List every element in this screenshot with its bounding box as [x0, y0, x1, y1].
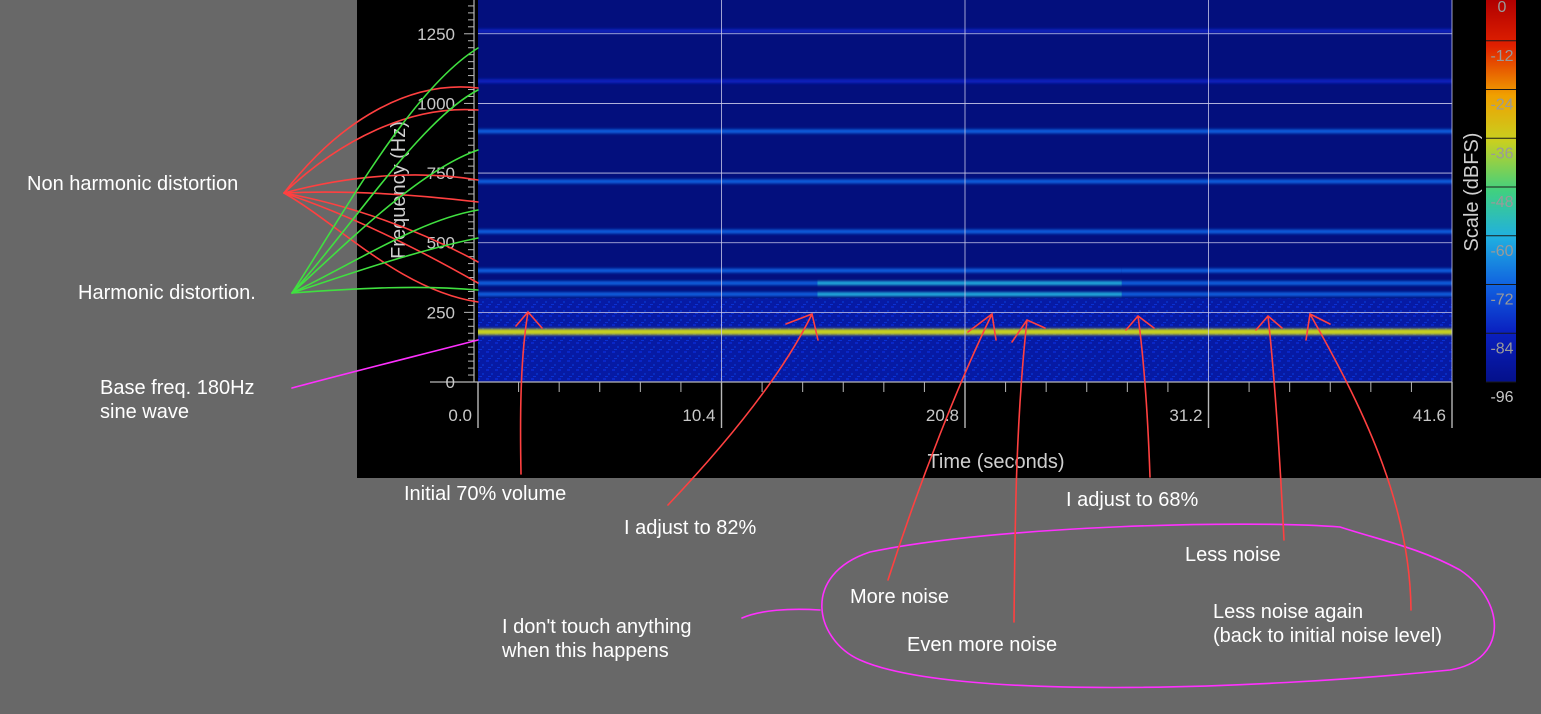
band-400hz-seg-1	[817, 268, 1122, 273]
x-tick-label: 0.0	[448, 406, 472, 425]
colorbar-gradient	[1486, 0, 1516, 382]
non-harmonic-strokes	[283, 86, 479, 303]
colorbar-title: Scale (dBFS)	[1461, 133, 1483, 252]
grid-lines	[478, 0, 1453, 382]
annotation-non-harmonic: Non harmonic distortion	[27, 173, 238, 195]
band-355hz-seg-1	[817, 281, 1122, 286]
annotation-less-noise-again: Less noise again	[1213, 601, 1363, 623]
annotation-adjust-68: I adjust to 68%	[1066, 489, 1199, 511]
y-tick-label: 0	[446, 373, 455, 392]
band-355hz-seg-2	[1121, 281, 1452, 286]
annotation-dont-touch: when this happens	[501, 640, 669, 662]
x-tick-label: 31.2	[1169, 406, 1202, 425]
colorbar-tick-label: -24	[1490, 97, 1513, 114]
plot-area	[478, 0, 1453, 382]
colorbar-tick-label: 0	[1498, 0, 1507, 16]
y-tick-label: 250	[427, 303, 455, 322]
colorbar-tick-label: -36	[1490, 145, 1513, 162]
band-315hz-seg-0	[478, 292, 818, 297]
annotation-even-more-noise: Even more noise	[907, 634, 1057, 656]
annotation-adjust-82: I adjust to 82%	[624, 517, 757, 539]
annotation-base-freq: Base freq. 180Hz	[100, 377, 255, 399]
colorbar-tick-label: -72	[1490, 292, 1513, 309]
arrow-less-noise	[1255, 314, 1285, 541]
annotation-less-noise-again: (back to initial noise level)	[1213, 625, 1442, 647]
colorbar-tick-label: -48	[1490, 194, 1513, 211]
arrow-adjust-68	[1125, 314, 1155, 478]
arrow-more-noise	[887, 312, 997, 581]
y-tick-label: 750	[427, 164, 455, 183]
x-tick-label: 10.4	[682, 406, 715, 425]
annotation-labels: Non harmonic distortion Harmonic distorti…	[27, 173, 1442, 662]
x-tick-label: 20.8	[926, 406, 959, 425]
band-400hz-seg-0	[478, 268, 818, 273]
band-400hz-seg-2	[1121, 268, 1452, 273]
annotation-initial-70: Initial 70% volume	[404, 483, 566, 505]
colorbar-tick-label: -60	[1490, 243, 1513, 260]
colorbar-tick-label: -96	[1490, 389, 1513, 406]
annotation-more-noise: More noise	[850, 586, 949, 608]
x-tick-label: 41.6	[1413, 406, 1446, 425]
band-355hz-seg-0	[478, 281, 818, 286]
arrow-adjust-82	[667, 312, 819, 506]
y-tick-label: 1000	[417, 94, 455, 113]
annotation-harmonic: Harmonic distortion.	[78, 282, 256, 304]
dont-touch-stroke	[741, 608, 821, 619]
arrow-less-noise-again	[1305, 312, 1412, 611]
noise-region-loop	[821, 523, 1496, 689]
harmonic-strokes	[291, 47, 479, 294]
annotation-dont-touch: I don't touch anything	[502, 616, 692, 638]
band-315hz-seg-2	[1121, 292, 1452, 297]
arrow-initial-70	[515, 310, 543, 475]
x-axis-title: Time (seconds)	[927, 451, 1064, 473]
colorbar-tick-label: -84	[1490, 340, 1513, 357]
colorbar: 0 -12 -24 -36 -48 -60 -72 -84 -96	[1486, 0, 1516, 406]
annotation-less-noise: Less noise	[1185, 544, 1281, 566]
annotation-strokes	[283, 47, 1496, 689]
arrow-even-more	[1011, 318, 1046, 623]
colorbar-tick-label: -12	[1490, 48, 1513, 65]
annotation-base-freq: sine wave	[100, 401, 189, 423]
arrow-strokes	[515, 310, 1412, 623]
band-315hz-seg-1	[817, 292, 1122, 297]
base-freq-stroke	[291, 339, 479, 389]
y-tick-label: 1250	[417, 25, 455, 44]
